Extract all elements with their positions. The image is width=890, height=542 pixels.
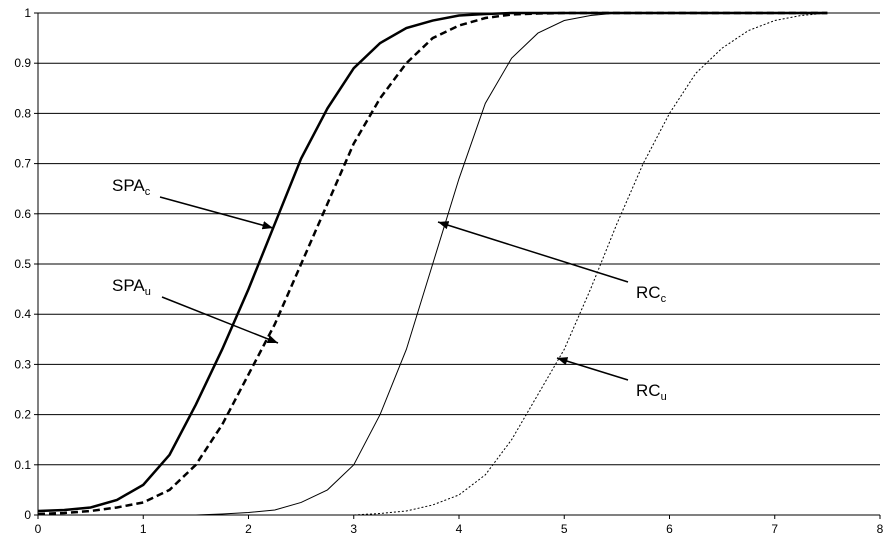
x-tick-label: 0	[35, 522, 42, 536]
y-tick-label: 0.5	[14, 257, 31, 271]
y-tick-label: 0.3	[14, 357, 31, 371]
x-tick-label: 2	[245, 522, 252, 536]
label-sub: c	[661, 293, 667, 305]
series-line	[38, 12, 828, 516]
x-tick-label: 6	[666, 522, 673, 536]
y-tick-label: 0.1	[14, 458, 31, 472]
x-tick-label: 8	[877, 522, 884, 536]
x-tick-label: 3	[350, 522, 357, 536]
series-label: SPAc	[112, 176, 151, 198]
label-main: SPA	[112, 176, 145, 195]
annotation-arrow	[556, 357, 629, 381]
label-sub: u	[145, 286, 151, 298]
y-tick-label: 0.6	[14, 207, 31, 221]
y-tick-label: 0	[24, 508, 31, 522]
series-label: SPAu	[112, 276, 151, 298]
x-tick-label: 7	[771, 522, 778, 536]
x-tick-label: 1	[140, 522, 147, 536]
y-tick-label: 0.8	[14, 106, 31, 120]
x-tick-label: 4	[456, 522, 463, 536]
annotation-arrow	[437, 221, 629, 283]
series-label: RCc	[636, 283, 667, 305]
annotation-arrow	[159, 196, 274, 230]
y-tick-label: 0.9	[14, 56, 31, 70]
y-tick-label: 0.2	[14, 408, 31, 422]
y-tick-label: 1	[24, 6, 31, 20]
y-tick-label: 0.4	[14, 307, 31, 321]
label-main: SPA	[112, 276, 145, 295]
label-sub: u	[661, 391, 667, 403]
series-label: RCu	[636, 381, 667, 403]
y-tick-label: 0.7	[14, 157, 31, 171]
label-main: RC	[636, 283, 661, 302]
x-tick-label: 5	[561, 522, 568, 536]
series-line	[37, 11, 828, 513]
annotation-arrow	[161, 296, 279, 344]
label-main: RC	[636, 381, 661, 400]
label-sub: c	[145, 186, 151, 198]
